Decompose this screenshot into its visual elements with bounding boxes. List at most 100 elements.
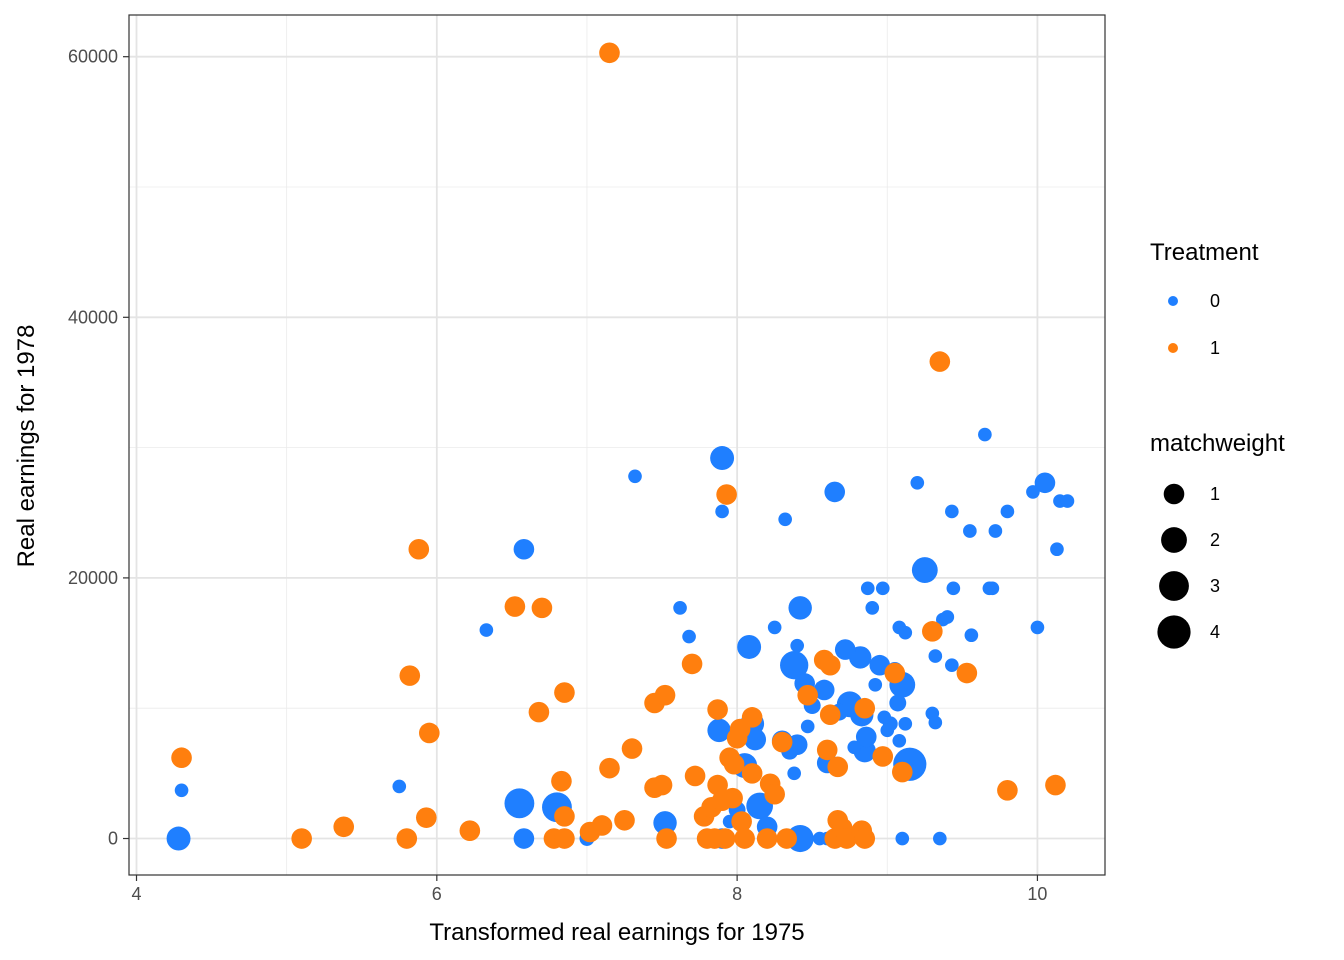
data-point-treatment-1 [819,704,841,726]
data-point-treatment-1 [656,828,677,849]
data-point-treatment-0 [1060,494,1075,508]
treatment-legend: Treatment 0 1 [1150,239,1259,358]
data-point-treatment-0 [788,596,812,620]
data-point-treatment-1 [1045,774,1066,796]
data-point-treatment-1 [551,770,572,792]
data-point-treatment-1 [741,763,763,784]
data-point-treatment-0 [800,719,815,734]
data-point-treatment-1 [528,701,550,723]
data-point-treatment-0 [787,766,801,781]
data-point-treatment-1 [854,828,876,849]
data-point-treatment-0 [877,710,892,725]
data-point-treatment-0 [963,524,977,538]
data-point-treatment-0 [737,635,762,659]
data-point-treatment-1 [734,828,755,849]
data-point-treatment-0 [1026,485,1040,499]
data-point-treatment-0 [166,826,191,851]
data-point-treatment-0 [940,610,955,624]
data-point-treatment-0 [834,639,856,660]
data-point-treatment-0 [673,601,687,615]
data-point-treatment-1 [554,682,575,703]
y-axis-title: Real earnings for 1978 [13,325,40,568]
y-tick-label: 20000 [68,568,118,588]
data-point-treatment-1 [599,757,620,779]
data-point-treatment-1 [621,738,643,759]
y-tick-label: 60000 [68,47,118,67]
data-point-treatment-1 [614,809,635,831]
data-point-treatment-1 [884,662,906,684]
data-point-treatment-1 [956,662,978,684]
x-axis: 4 6 8 10 [131,875,1047,904]
data-point-treatment-0 [1000,504,1015,519]
data-point-treatment-1 [827,756,849,778]
data-point-treatment-0 [767,620,782,635]
data-point-treatment-0 [715,504,729,519]
data-point-treatment-0 [847,740,862,755]
data-point-treatment-1 [756,828,778,849]
data-point-treatment-0 [813,679,835,701]
matchweight-legend-key [1157,615,1191,649]
data-point-treatment-0 [653,811,677,835]
data-point-treatment-1 [591,815,613,836]
data-point-treatment-0 [682,629,696,644]
data-point-treatment-1 [416,807,437,828]
data-point-treatment-0 [889,694,907,712]
data-point-treatment-0 [928,649,943,663]
data-point-treatment-1 [872,746,894,767]
data-point-treatment-1 [171,747,192,769]
data-point-treatment-0 [945,504,959,519]
data-point-treatment-1 [554,828,575,849]
data-point-treatment-1 [531,597,553,619]
data-point-treatment-1 [722,787,743,809]
data-point-treatment-0 [985,581,1000,596]
data-point-treatment-0 [824,481,846,503]
data-points [166,42,1075,853]
data-point-treatment-0 [928,715,943,730]
data-point-treatment-0 [1050,542,1064,557]
data-point-treatment-1 [764,783,785,805]
data-point-treatment-1 [554,806,575,827]
x-tick-label: 10 [1027,884,1047,904]
data-point-treatment-0 [868,677,883,692]
data-point-treatment-0 [1030,620,1045,635]
data-point-treatment-0 [392,779,407,794]
data-point-treatment-1 [654,684,676,706]
data-point-treatment-1 [714,828,736,849]
matchweight-legend: matchweight 1 2 3 4 [1150,430,1285,649]
data-point-treatment-1 [741,707,763,728]
data-point-treatment-0 [898,625,913,640]
data-point-treatment-1 [797,684,818,706]
data-point-treatment-0 [778,512,792,527]
x-tick-label: 4 [131,884,141,904]
data-point-treatment-1 [333,816,355,838]
data-point-treatment-1 [997,780,1018,801]
data-point-treatment-1 [854,697,876,719]
treatment-legend-label: 1 [1210,338,1220,358]
data-point-treatment-0 [790,638,805,653]
matchweight-legend-label: 3 [1210,576,1220,596]
data-point-treatment-1 [723,753,745,775]
data-point-treatment-1 [651,774,673,796]
data-point-treatment-0 [911,557,938,584]
data-point-treatment-1 [408,538,430,560]
matchweight-legend-key [1159,571,1189,601]
matchweight-legend-key [1163,483,1185,505]
data-point-treatment-0 [875,581,890,596]
data-point-treatment-0 [174,783,189,798]
data-point-treatment-0 [988,524,1003,538]
treatment-legend-key [1168,343,1178,353]
data-point-treatment-0 [707,718,731,743]
y-tick-label: 40000 [68,307,118,327]
data-point-treatment-0 [513,828,535,849]
data-point-treatment-1 [731,811,752,832]
y-axis: 0 20000 40000 60000 [68,47,129,849]
x-axis-title: Transformed real earnings for 1975 [429,919,804,946]
data-point-treatment-0 [865,601,880,615]
data-point-treatment-0 [892,733,907,748]
data-point-treatment-0 [744,728,767,751]
data-point-treatment-0 [964,628,979,643]
data-point-treatment-1 [707,699,728,720]
data-point-treatment-0 [504,788,535,819]
data-point-treatment-1 [716,484,737,505]
